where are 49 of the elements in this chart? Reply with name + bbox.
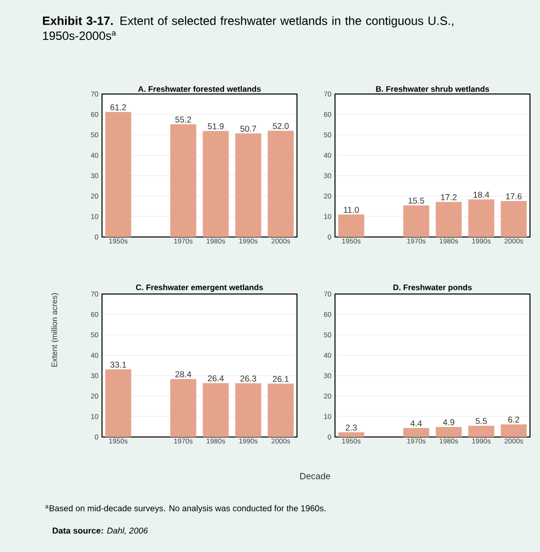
x-axis-title: Decade — [300, 472, 330, 480]
bar — [235, 133, 262, 237]
data-label: 55.2 — [175, 116, 192, 123]
data-label: 50.7 — [240, 126, 256, 132]
text: Exhibit 3-17. Extent of selected freshwater wetlands in the contiguous U.S., 1950s-2000s$^{a}$ — [43, 16, 454, 40]
bar — [202, 383, 229, 437]
data-label: 2.3 — [346, 424, 357, 431]
data-label: 51.9 — [208, 123, 224, 130]
bar — [170, 124, 196, 237]
data-label: 15.5 — [408, 198, 424, 204]
data-label: 26.1 — [272, 376, 289, 382]
bar — [202, 130, 229, 237]
text: $^{a}$Based on mid-decade surveys. No analysis was conducted for the 1960s. — [45, 505, 326, 513]
bar — [338, 432, 364, 437]
bar — [436, 426, 462, 437]
bar — [105, 112, 132, 237]
data-label: 17.2 — [441, 194, 457, 200]
bar — [170, 378, 196, 437]
chart-title: C. Freshwater emergent wetlands — [136, 284, 263, 292]
bar — [468, 426, 494, 437]
data-label: 26.4 — [208, 375, 224, 382]
bar — [500, 201, 527, 237]
text: Data source: Dahl, 2006 — [52, 527, 148, 535]
bar — [436, 202, 462, 237]
data-label: 6.2 — [508, 416, 520, 423]
bar — [268, 130, 294, 237]
bar — [268, 384, 294, 437]
bar — [338, 214, 364, 237]
bar — [403, 428, 430, 437]
data-label: 18.4 — [474, 192, 490, 198]
bar — [105, 369, 132, 437]
chart-title: B. Freshwater shrub wetlands — [376, 86, 490, 92]
chart-title: A. Freshwater forested wetlands — [138, 86, 261, 92]
data-label: 52.0 — [272, 123, 289, 130]
data-label: 4.4 — [410, 420, 422, 426]
bar — [235, 383, 262, 437]
data-label: 17.6 — [506, 193, 522, 200]
data-label: 61.2 — [110, 104, 126, 110]
chart-title: D. Freshwater ponds — [393, 284, 472, 292]
bar — [500, 424, 527, 437]
data-label: 4.9 — [443, 419, 454, 426]
data-label: 26.3 — [240, 376, 256, 382]
bar — [468, 199, 494, 237]
y-axis-title: Extent (million acres) — [51, 293, 59, 367]
data-label: 11.0 — [344, 206, 359, 213]
bar — [403, 205, 430, 237]
data-label: 33.1 — [110, 362, 126, 368]
data-label: 5.5 — [476, 418, 487, 424]
data-label: 28.4 — [175, 371, 192, 378]
